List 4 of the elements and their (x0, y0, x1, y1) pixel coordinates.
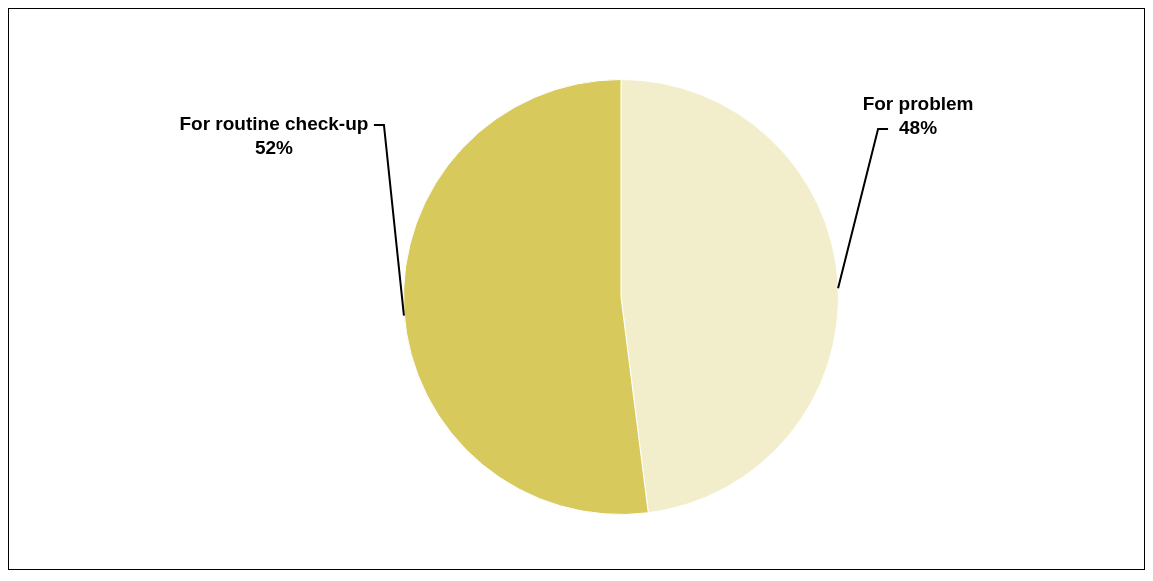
data-label: 52% (254, 137, 294, 159)
data-label: 48% (899, 117, 938, 139)
slice-label: For problem (862, 93, 974, 115)
slice-label: For routine check-up (179, 113, 369, 135)
